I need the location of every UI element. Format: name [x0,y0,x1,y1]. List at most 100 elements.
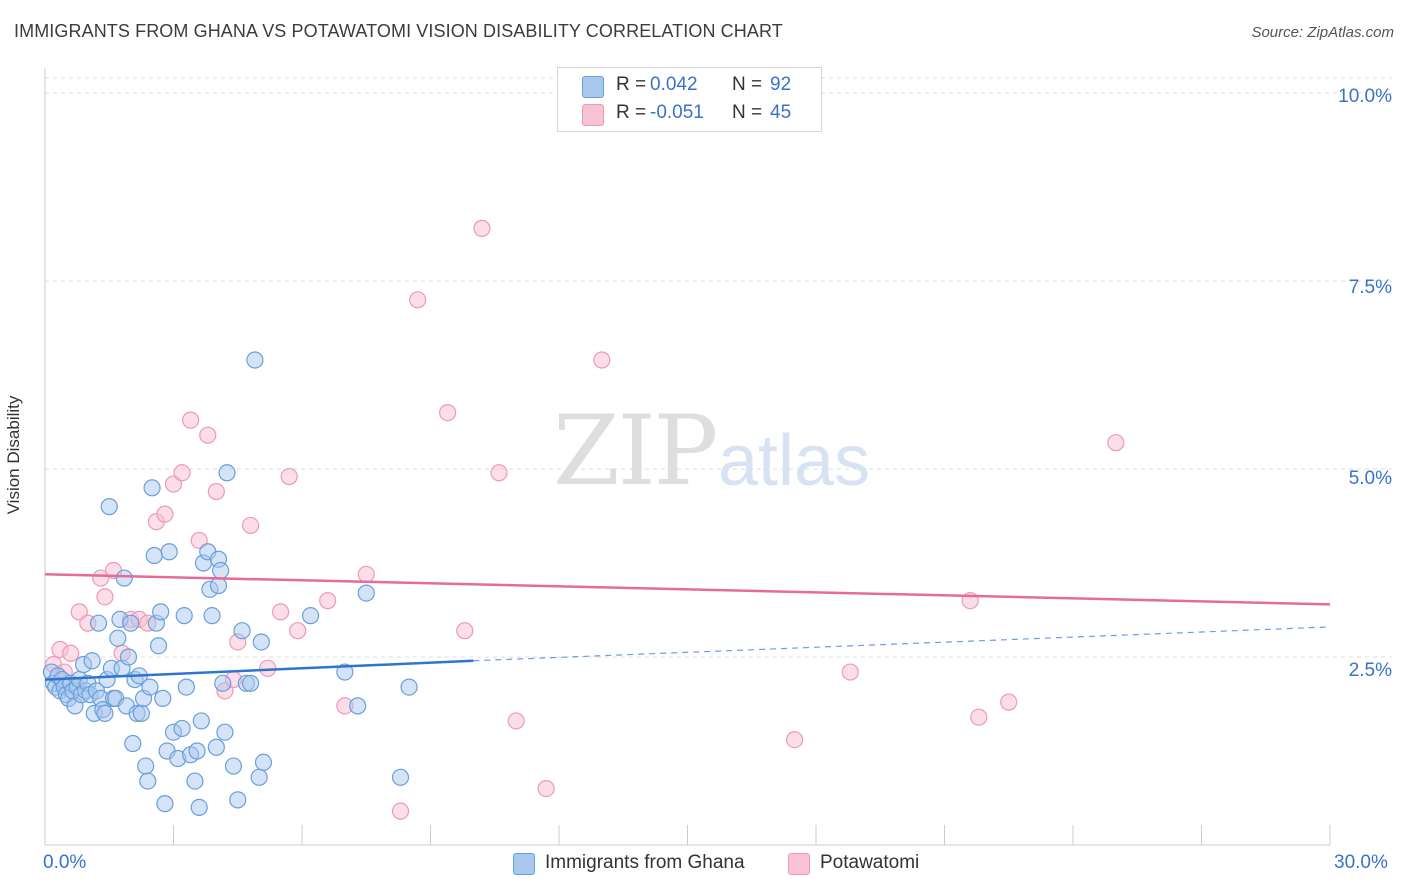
ghana-point [175,607,193,625]
x-tick-label-max: 30.0% [1334,852,1388,873]
ghana-point [96,704,114,723]
n-value: 92 [770,74,792,95]
y-axis-label: Vision Disability [4,395,23,515]
ghana-point [216,723,234,741]
ghana-point [115,569,133,587]
ghana-point [357,584,375,602]
ghana-trend-line [44,659,474,681]
potawatomi-point [207,482,225,501]
ghana-point [186,772,204,790]
potawatomi-point [357,565,375,583]
potawatomi-point [391,802,410,820]
r-label: R = [616,102,647,123]
ghana-point [252,633,270,651]
ghana-point [250,768,268,786]
potawatomi-point [537,780,555,798]
grid-layer [45,77,1392,658]
potawatomi-point [1000,693,1018,711]
ghana-point [100,498,118,516]
potawatomi-point [1107,434,1125,452]
ghana-point [301,607,320,625]
ghana-point [242,674,260,692]
potawatomi-point [439,404,457,422]
ghana-point [160,543,178,561]
ghana-point [141,678,159,696]
ghana-point [192,712,210,730]
potawatomi-point [280,467,298,486]
ghana-point [391,768,410,786]
ghana-point [224,757,243,775]
x-tick-label-min: 0.0% [43,852,87,873]
potawatomi-point [970,708,988,726]
n-label: N = [732,102,763,123]
ghana-point [139,772,157,790]
ghana-point [177,678,195,696]
ghana-point [190,798,208,817]
ghana-point [233,622,251,640]
potawatomi-point [841,663,859,681]
potawatomi-trend-line [44,573,1331,606]
ghana-point [336,663,354,681]
potawatomi-swatch [788,853,810,875]
potawatomi-point [473,219,491,237]
ghana-point [246,351,264,369]
point-layer [42,219,1125,820]
r-label: R = [616,74,647,95]
ghana-point [349,697,367,715]
ghana-point [154,689,172,707]
ghana-point [89,614,108,632]
ghana-swatch [582,76,604,98]
ghana-point [83,652,101,670]
potawatomi-point [409,291,427,309]
potawatomi-swatch [582,104,604,126]
ghana-point [229,791,247,809]
chart-title: IMMIGRANTS FROM GHANA VS POTAWATOMI VISI… [14,21,783,41]
ghana-point [203,607,221,625]
n-label: N = [732,74,763,95]
ghana-point [212,561,230,580]
ghana-point [400,678,418,696]
ghana-point [119,648,138,666]
source-label: Source: ZipAtlas.com [1251,24,1394,41]
ghana-swatch [513,853,535,875]
watermark-zip: ZIP [553,395,718,507]
potawatomi-point [182,411,200,429]
potawatomi-point [319,592,337,610]
potawatomi-point [785,731,804,749]
ghana-point [218,464,236,482]
potawatomi-point [490,464,508,482]
potawatomi-point [593,351,611,369]
potawatomi-point [456,622,474,640]
ghana-point [137,757,155,775]
ghana-trend-extension [473,626,1331,662]
axis-layer [44,68,1331,846]
potawatomi-point [199,426,217,444]
potawatomi-point [271,603,290,621]
ghana-point [143,479,161,497]
ghana-point [207,738,225,756]
ghana-point [109,629,127,647]
ghana-point [156,795,174,813]
potawatomi-point [242,516,260,535]
potawatomi-point [92,569,110,587]
y-tick-label-2.5: 2.5% [1348,660,1392,681]
ghana-point [132,704,150,723]
potawatomi-point [507,712,525,730]
potawatomi-point [96,588,114,606]
potawatomi-point [156,505,174,523]
legend-label: Immigrants from Ghana [545,852,745,873]
ghana-point [122,614,140,632]
ghana-point [214,674,232,692]
trend-layer [44,573,1331,681]
ghana-point [145,546,163,565]
legend-label: Potawatomi [820,852,920,873]
n-value: 45 [770,102,792,123]
ghana-point [124,734,142,753]
ghana-point [173,719,191,738]
ghana-point [188,742,206,760]
r-value: 0.042 [650,74,698,95]
potawatomi-point [259,659,277,677]
ghana-point [149,637,168,655]
ghana-point [209,576,228,595]
